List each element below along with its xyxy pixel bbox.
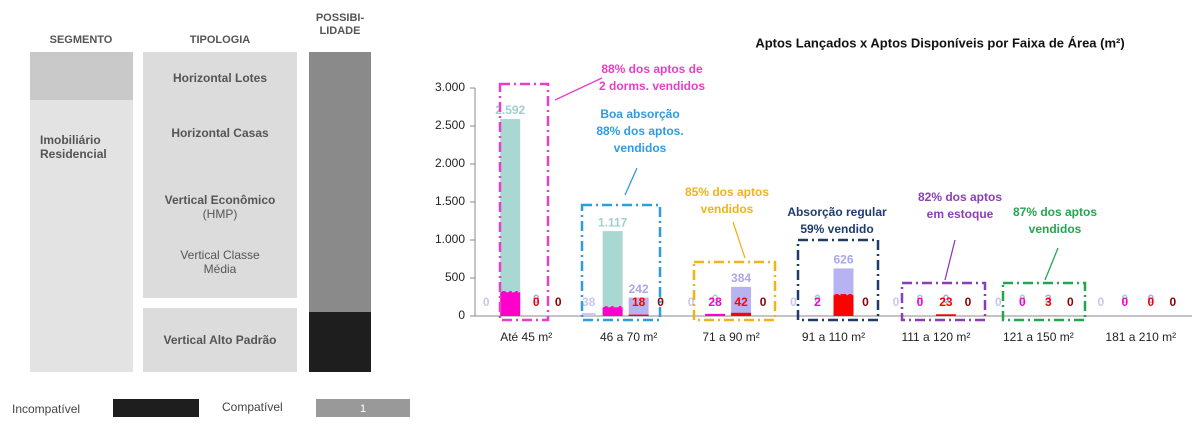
data-label: 0 [965,295,972,309]
data-label: 0 [790,295,797,309]
bar [500,119,520,316]
annotation: 87% dos aptos [1013,205,1097,219]
data-label: 0 [533,295,540,309]
row-label: Média [204,262,237,276]
row-label: (HMP) [203,207,238,221]
annotation: 82% dos aptos [918,190,1002,204]
row-label: Vertical Econômico [165,193,276,207]
x-tick-label: Até 45 m² [500,330,552,344]
data-label: 0 [1147,295,1154,309]
segment: Imobiliário [40,133,101,147]
annotation: 85% dos aptos [685,185,769,199]
data-label: 0 [1067,295,1074,309]
data-label: 311 [501,289,521,303]
row-label: Vertical Alto Padrão [164,333,277,347]
annotation: em estoque [927,207,994,221]
x-tick-label: 71 a 90 m² [702,330,759,344]
bar [582,313,596,316]
data-label: 0 [555,295,562,309]
data-label: 626 [833,253,853,267]
data-label: 0 [1097,295,1104,309]
x-tick-label: 91 a 110 m² [802,330,865,344]
arrow [945,240,955,280]
chart-title: Aptos Lançados x Aptos Disponíveis por F… [755,35,1124,50]
bar [731,313,751,316]
segment: Residencial [40,147,107,161]
data-label: 384 [731,271,751,285]
data-label: 28 [708,295,722,309]
bar [936,314,956,316]
y-tick-label: 2.500 [435,118,465,132]
y-tick-label: 1.500 [435,194,465,208]
legend-label: Incompatível [12,402,80,416]
annotation: 2 dorms. vendidos [599,79,705,93]
cell [30,52,133,100]
annotation: Absorção regular [787,205,887,219]
x-tick-label: 121 a 150 m² [1003,330,1074,344]
arrow [733,222,745,258]
data-label: 38 [582,295,596,309]
row-label: Vertical Classe [180,248,260,262]
annotation: 88% dos aptos de [601,62,703,76]
arrow [625,168,637,195]
row-label: Horizontal Casas [171,126,269,140]
y-tick-label: 0 [458,308,465,322]
data-label: 3 [1045,295,1052,309]
cell [309,312,371,372]
header: POSSIBI- [316,12,365,24]
data-label: 0 [760,295,767,309]
legend-label: Compatível [222,400,283,414]
arrow [1045,248,1058,280]
data-label: 0 [893,295,900,309]
bar [629,315,649,316]
data-label: 0 [862,295,869,309]
data-label: 42 [734,295,748,309]
data-label: 0 [1019,295,1026,309]
data-label: 0 [483,295,490,309]
legend-value: 1 [360,403,366,415]
data-label: 242 [629,282,649,296]
header: TIPOLOGIA [190,34,251,46]
x-tick-label: 181 a 210 m² [1105,330,1176,344]
annotation: Boa absorção [600,107,679,121]
annotation: vendidos [701,202,754,216]
header: SEGMENTO [50,34,113,46]
data-label: 114 [603,304,623,318]
data-label: 1.117 [598,215,628,229]
x-tick-label: 111 a 120 m² [901,330,970,344]
data-label: 18 [632,295,646,309]
legend-swatch [113,399,199,417]
data-label: 0 [995,295,1002,309]
y-tick-label: 2.000 [435,156,465,170]
annotation: vendidos [614,141,667,155]
annotation: vendidos [1029,222,1082,236]
bar [705,314,725,316]
data-label: 2 [814,295,821,309]
data-label: 0 [917,295,924,309]
row-label: Horizontal Lotes [173,71,267,85]
cell [309,52,371,312]
x-tick-label: 46 a 70 m² [600,330,657,344]
arrow [555,78,602,100]
data-label: 0 [1169,295,1176,309]
y-tick-label: 3.000 [435,80,465,94]
annotation: 88% dos aptos. [596,124,683,138]
y-tick-label: 500 [445,270,465,284]
data-label: 0 [1121,295,1128,309]
header: LIDADE [320,25,361,37]
data-label: 273 [833,291,853,305]
y-tick-label: 1.000 [435,232,465,246]
annotation: 59% vendido [800,222,873,236]
data-label: 23 [939,295,953,309]
